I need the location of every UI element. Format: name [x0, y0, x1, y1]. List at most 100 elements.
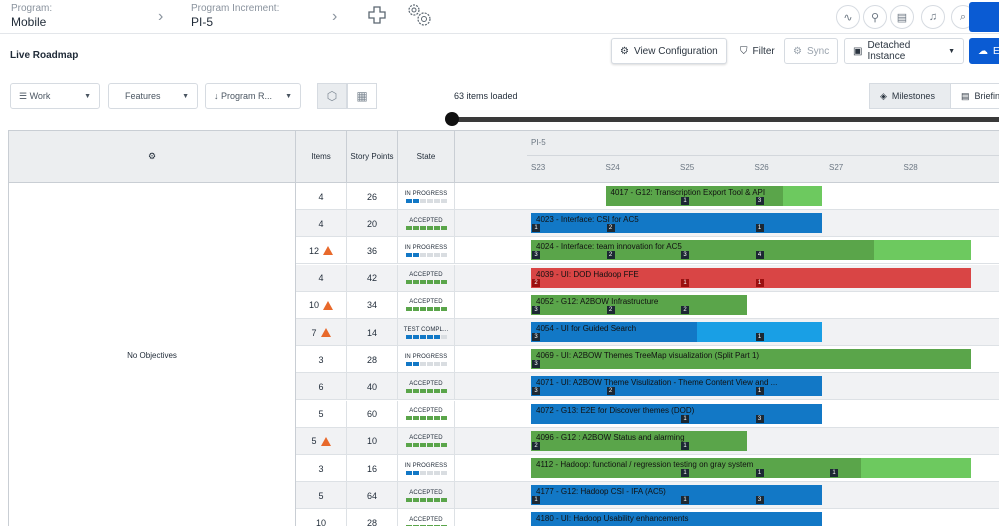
state-cell: ACCEPTED — [398, 291, 455, 319]
filter-button[interactable]: ⛉ Filter — [731, 38, 779, 64]
calendar-view-icon[interactable]: ▦ — [347, 83, 377, 109]
view-configuration-button[interactable]: ⚙ View Configuration — [611, 38, 727, 64]
feature-label: 4112 - Hadoop: functional / regression t… — [536, 460, 754, 469]
timeline-slider-handle[interactable] — [445, 112, 459, 126]
bell-icon[interactable]: ♫ — [921, 5, 945, 29]
sprint-count-badge: 1 — [681, 469, 689, 477]
warning-icon[interactable] — [320, 436, 331, 446]
state-progress-segment — [440, 443, 447, 448]
state-cell: TEST COMPL... — [398, 319, 455, 346]
story-points-cell: 34 — [347, 291, 398, 319]
items-count: 5 — [318, 490, 324, 501]
state-progress-segment — [440, 198, 447, 203]
warning-icon[interactable] — [323, 246, 333, 256]
feature-progress — [531, 430, 748, 451]
roadmap-row[interactable]: 5 10 ACCEPTED 4096 - G12 : A2BOW Status and… — [296, 427, 999, 455]
story-points-column-header[interactable]: Story Points — [347, 131, 398, 183]
feature-bar[interactable]: 4039 - UI: DOD Hadoop FFE 2 1 1 — [531, 267, 971, 288]
roadmap-row[interactable]: 6 40 ACCEPTED 4071 - UI: A2BOW Theme Visuli… — [296, 373, 999, 401]
roadmap-row[interactable]: 3 28 IN PROGRESS 4069 - UI: A2BOW Themes Tr… — [296, 346, 999, 374]
state-progress-segment — [412, 307, 419, 312]
story-points-cell: 60 — [347, 400, 398, 428]
sprint-count-badge: 1 — [532, 496, 540, 505]
gear-icon[interactable]: ⚙ — [148, 151, 157, 161]
program-selector[interactable]: Program: Mobile — [11, 3, 52, 29]
roadmap-row[interactable]: 4 20 ACCEPTED 4023 - Interface: CSI for AC5… — [296, 210, 999, 238]
sprint-count-badge: 2 — [681, 305, 689, 314]
pi-selector[interactable]: Program Increment: PI-5 — [191, 3, 279, 29]
warning-icon[interactable] — [323, 300, 333, 310]
feature-bar[interactable]: 4096 - G12 : A2BOW Status and alarming 2 1 — [531, 430, 748, 451]
program-r-dropdown[interactable]: ↓ Program R... ▼ — [205, 83, 301, 109]
clipboard-icon[interactable]: ▤ — [890, 5, 914, 29]
feature-progress — [531, 322, 697, 342]
feature-label: 4024 - Interface: team innovation for AC… — [536, 242, 682, 252]
feature-bar[interactable]: 4112 - Hadoop: functional / regression t… — [531, 458, 971, 478]
feature-bar[interactable]: 4054 - UI for Guided Search 3 1 — [531, 322, 822, 342]
state-progress — [405, 307, 447, 312]
activity-icon[interactable]: ∿ — [836, 5, 860, 29]
briefing-icon: ▤ — [961, 90, 970, 101]
items-cell: 4 — [296, 264, 347, 292]
state-progress-segment — [426, 443, 433, 448]
story-points-cell: 26 — [347, 183, 398, 210]
sprint-count-badge: 1 — [755, 469, 764, 477]
roadmap-row[interactable]: 4 42 ACCEPTED 4039 - UI: DOD Hadoop FFE 2 1 1 — [296, 264, 999, 292]
state-progress-segment — [412, 443, 419, 448]
gears-icon[interactable] — [405, 2, 433, 28]
state-progress-segment — [412, 524, 419, 526]
warning-icon[interactable] — [320, 328, 331, 337]
roadmap-row[interactable]: 5 64 ACCEPTED 4177 - G12: Hadoop CSI - IFA … — [296, 482, 999, 510]
primary-action-button[interactable] — [969, 2, 999, 32]
feature-bar[interactable]: 4069 - UI: A2BOW Themes TreeMap visualiz… — [531, 349, 971, 370]
feature-bar[interactable]: 4072 - G13: E2E for Discover themes (DOD… — [531, 403, 822, 424]
state-progress — [405, 334, 447, 339]
roadmap-row[interactable]: 5 60 ACCEPTED 4072 - G13: E2E for Discover … — [296, 400, 999, 428]
feature-bar[interactable]: 4023 - Interface: CSI for AC5 1 2 1 — [531, 213, 822, 234]
state-column-header[interactable]: State — [398, 131, 455, 183]
items-cell: 4 — [296, 210, 347, 238]
state-progress-segment — [405, 388, 412, 393]
feature-bar[interactable]: 4052 - G12: A2BOW Infrastructure 3 2 2 — [531, 294, 748, 315]
state-progress-segment — [419, 470, 426, 475]
roadmap-row[interactable]: 4 26 IN PROGRESS 4017 - G12: Transcription … — [296, 183, 999, 210]
filter-icon: ⛉ — [740, 45, 748, 57]
state-progress-segment — [426, 198, 433, 203]
cube-view-icon[interactable]: ⬡ — [317, 83, 347, 109]
feature-bar[interactable]: 4024 - Interface: team innovation for AC… — [531, 240, 971, 261]
state-progress-segment — [440, 225, 447, 230]
add-icon[interactable] — [367, 5, 387, 25]
pi-divider — [527, 155, 999, 156]
story-points-cell: 36 — [347, 237, 398, 265]
user-icon[interactable]: ⚲ — [863, 5, 887, 29]
roadmap-row[interactable]: 3 16 IN PROGRESS 4112 - Hadoop: functional … — [296, 455, 999, 482]
milestones-tab[interactable]: ◈ Milestones — [869, 83, 951, 109]
sync-icon: ⚙ — [793, 45, 802, 57]
state-cell: ACCEPTED — [398, 264, 455, 292]
feature-bar[interactable]: 4017 - G12: Transcription Export Tool & … — [605, 186, 822, 206]
detached-instance-dropdown[interactable]: ▣ Detached Instance ▼ — [844, 38, 964, 64]
roadmap-row[interactable]: 12 36 IN PROGRESS 4024 - Interface: team in… — [296, 237, 999, 265]
export-button[interactable]: ☁ Ex — [969, 38, 999, 64]
feature-bar[interactable]: 4177 - G12: Hadoop CSI - IFA (AC5) 1 1 3 — [531, 485, 822, 506]
items-column-header[interactable]: Items — [296, 131, 347, 183]
state-progress-segment — [419, 307, 426, 312]
work-dropdown[interactable]: ☰ Work ▼ — [10, 83, 100, 109]
feature-bar[interactable]: 4071 - UI: A2BOW Theme Visulization - Th… — [531, 376, 822, 397]
features-dropdown[interactable]: Features ▼ — [108, 83, 198, 109]
state-progress-segment — [419, 198, 426, 203]
items-count: 3 — [318, 354, 324, 365]
roadmap-row[interactable]: 10 34 ACCEPTED 4052 - G12: A2BOW Infrastruc… — [296, 291, 999, 319]
briefing-tab[interactable]: ▤ Briefing — [950, 83, 999, 109]
items-cell: 7 — [296, 319, 347, 346]
sprint-count-badge: 2 — [606, 224, 615, 233]
state-progress — [405, 225, 447, 230]
feature-progress — [531, 267, 971, 288]
timeline-slider-track[interactable] — [452, 117, 999, 122]
state-progress-segment — [412, 252, 419, 257]
sync-button[interactable]: ⚙ Sync — [784, 38, 838, 64]
items-count: 4 — [318, 191, 324, 202]
feature-bar[interactable]: 4180 - UI: Hadoop Usability enhancements — [531, 512, 822, 526]
roadmap-row[interactable]: 7 14 TEST COMPL... 4054 - UI for Guided Sea… — [296, 319, 999, 346]
roadmap-row[interactable]: 10 28 ACCEPTED 4180 - UI: Hadoop Usability … — [296, 509, 999, 526]
